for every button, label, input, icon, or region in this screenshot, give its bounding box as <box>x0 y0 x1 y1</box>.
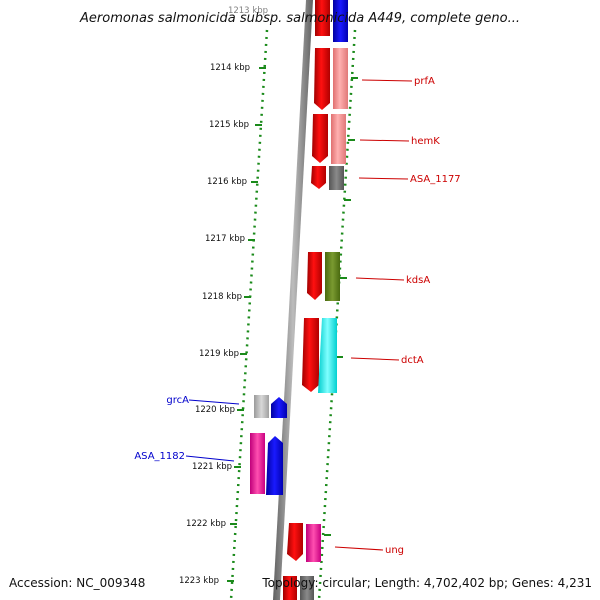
gene-label-prfa[interactable]: prfA <box>414 76 435 87</box>
gene-label-kdsa[interactable]: kdsA <box>406 275 430 286</box>
gene-feature[interactable] <box>311 166 326 189</box>
gene-feature[interactable] <box>306 524 321 562</box>
ruler-label: 1221 kbp <box>192 462 232 472</box>
gene-feature[interactable] <box>250 433 265 494</box>
ruler-label: 1223 kbp <box>179 576 219 586</box>
gene-feature[interactable] <box>315 0 330 36</box>
accession-text: Accession: NC_009348 <box>9 576 145 590</box>
gene-feature[interactable] <box>300 576 314 600</box>
gene-track-reverse <box>250 395 287 495</box>
gene-track-forward <box>283 0 348 600</box>
gene-feature[interactable] <box>266 436 283 495</box>
gene-feature[interactable] <box>312 114 328 163</box>
gene-label-asa-1182[interactable]: ASA_1182 <box>134 451 185 462</box>
gene-feature[interactable] <box>254 395 269 418</box>
gene-labels-left: grcA ASA_1182 <box>134 395 189 462</box>
ruler-labels: 1213 kbp 1214 kbp 1215 kbp 1216 kbp 1217… <box>179 6 268 586</box>
gene-feature[interactable] <box>333 0 348 42</box>
gene-feature[interactable] <box>302 318 319 392</box>
gene-feature[interactable] <box>283 576 297 600</box>
genome-summary-text: Topology: circular; Length: 4,702,402 bp… <box>261 576 592 590</box>
gene-label-hemk[interactable]: hemK <box>411 136 440 147</box>
gene-feature[interactable] <box>307 252 322 300</box>
gene-labels-right: prfA hemK ASA_1177 kdsA dctA ung <box>385 76 461 556</box>
gene-label-grca[interactable]: grcA <box>166 395 189 406</box>
gene-feature[interactable] <box>329 166 344 190</box>
gene-label-asa-1177[interactable]: ASA_1177 <box>410 174 461 185</box>
gene-feature[interactable] <box>287 523 303 561</box>
ruler-label: 1218 kbp <box>202 292 242 302</box>
genome-backbone <box>273 0 313 600</box>
ruler-ticks <box>227 67 358 582</box>
ruler-label: 1213 kbp <box>228 6 268 16</box>
ruler-label: 1217 kbp <box>205 234 245 244</box>
ruler-track-left <box>229 29 269 600</box>
ruler-label: 1220 kbp <box>195 405 235 415</box>
gene-feature[interactable] <box>314 48 330 110</box>
gene-feature[interactable] <box>271 397 287 418</box>
ruler-label: 1216 kbp <box>207 177 247 187</box>
gene-label-dcta[interactable]: dctA <box>401 355 424 366</box>
gene-feature[interactable] <box>331 114 346 164</box>
label-leaders-right <box>334 79 413 551</box>
ruler-label: 1222 kbp <box>186 519 226 529</box>
ruler-label: 1214 kbp <box>210 63 250 73</box>
ruler-label: 1219 kbp <box>199 349 239 359</box>
gene-feature[interactable] <box>333 48 348 109</box>
gene-feature[interactable] <box>325 252 340 301</box>
gene-feature[interactable] <box>318 318 337 393</box>
map-title: Aeromonas salmonicida subsp. salmonicida… <box>79 11 520 26</box>
gene-label-ung[interactable]: ung <box>385 545 404 556</box>
ruler-label: 1215 kbp <box>209 120 249 130</box>
label-leaders-left <box>185 399 240 462</box>
